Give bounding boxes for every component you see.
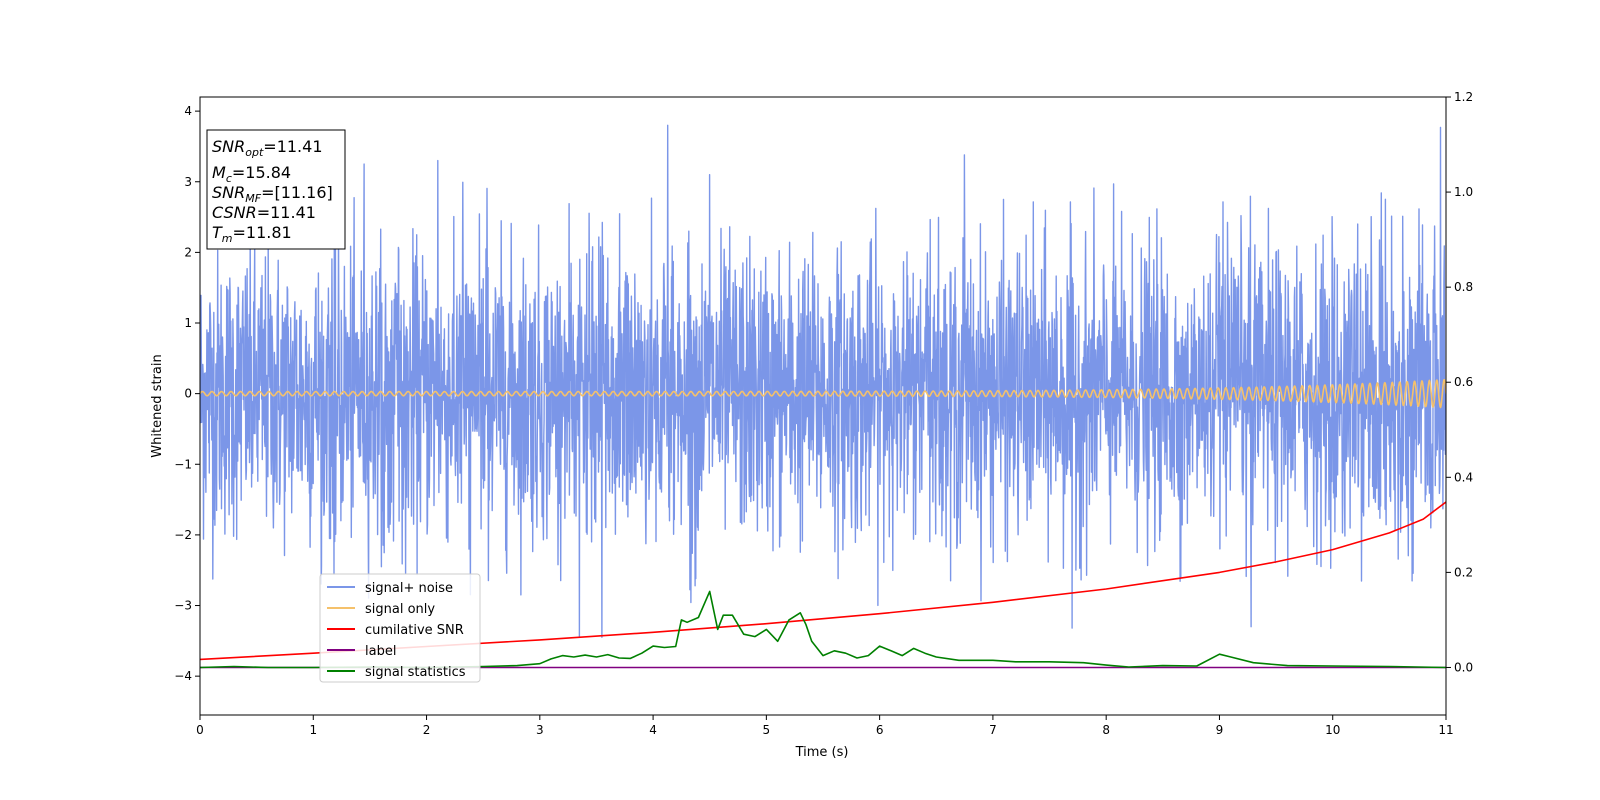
legend-entry: label bbox=[365, 644, 396, 659]
annotation-frame bbox=[206, 129, 346, 250]
y2-tick-label: 0.4 bbox=[1454, 470, 1473, 484]
y-tick-label: −3 bbox=[174, 599, 192, 613]
annotation-line: CSNR=11.41 bbox=[212, 203, 316, 222]
y-tick-label: 4 bbox=[184, 104, 192, 118]
plot-frame bbox=[199, 96, 1447, 716]
annotation-line: SNRopt=11.41 bbox=[212, 137, 323, 159]
legend-frame bbox=[319, 573, 481, 683]
annotation-line: Mc=15.84 bbox=[212, 163, 291, 185]
x-tick-label: 9 bbox=[1216, 723, 1224, 737]
y-tick-label: 2 bbox=[184, 245, 192, 259]
x-tick-label: 4 bbox=[649, 723, 657, 737]
y2-tick-label: 0.6 bbox=[1454, 375, 1473, 389]
x-tick-label: 3 bbox=[536, 723, 544, 737]
x-tick-label: 11 bbox=[1438, 723, 1453, 737]
legend-entry: signal statistics bbox=[365, 665, 466, 680]
y2-tick-label: 0.0 bbox=[1454, 660, 1473, 674]
annotation-box: SNRopt=11.41 Mc=15.84SNRMF=[11.16]CSNR=11… bbox=[206, 129, 346, 250]
y-tick-label: −1 bbox=[174, 457, 192, 471]
y-tick-label: −2 bbox=[174, 528, 192, 542]
series-line-1 bbox=[200, 379, 1446, 409]
y-tick-label: −4 bbox=[174, 669, 192, 683]
y-tick-label: 3 bbox=[184, 175, 192, 189]
legend: signal+ noise signal only cumilative SNR la… bbox=[319, 573, 481, 683]
y2-tick-label: 1.0 bbox=[1454, 185, 1473, 199]
x-tick-label: 2 bbox=[423, 723, 431, 737]
y-tick-label: 0 bbox=[184, 387, 192, 401]
y-axis-label: Whitened strain bbox=[150, 354, 165, 457]
x-tick-label: 10 bbox=[1325, 723, 1340, 737]
y2-tick-label: 0.2 bbox=[1454, 565, 1473, 579]
x-tick-label: 1 bbox=[309, 723, 317, 737]
legend-entry: signal only bbox=[365, 602, 435, 617]
x-axis-label: Time (s) bbox=[795, 745, 849, 760]
annotation-line: SNRMF=[11.16] bbox=[212, 183, 333, 205]
y2-tick-label: 0.8 bbox=[1454, 280, 1473, 294]
y2-tick-label: 1.2 bbox=[1454, 90, 1473, 104]
legend-entry: cumilative SNR bbox=[365, 623, 464, 638]
y-axis-left: −4 −3 −2 −1 0 1 2 3 4 bbox=[174, 104, 200, 683]
annotation-line: Tm=11.81 bbox=[212, 223, 292, 245]
x-axis: 0 1 2 3 4 5 6 7 8 9 10 11 bbox=[196, 715, 1454, 737]
y-tick-label: 1 bbox=[184, 316, 192, 330]
x-tick-label: 0 bbox=[196, 723, 204, 737]
series-line-0 bbox=[200, 124, 1446, 638]
x-tick-label: 5 bbox=[763, 723, 771, 737]
y-axis-right: 0.0 0.2 0.4 0.6 0.8 1.0 1.2 bbox=[1446, 90, 1473, 674]
x-tick-label: 6 bbox=[876, 723, 884, 737]
legend-entry: signal+ noise bbox=[365, 581, 453, 596]
series-line-4 bbox=[200, 590, 1446, 669]
x-tick-label: 7 bbox=[989, 723, 997, 737]
x-tick-label: 8 bbox=[1102, 723, 1110, 737]
